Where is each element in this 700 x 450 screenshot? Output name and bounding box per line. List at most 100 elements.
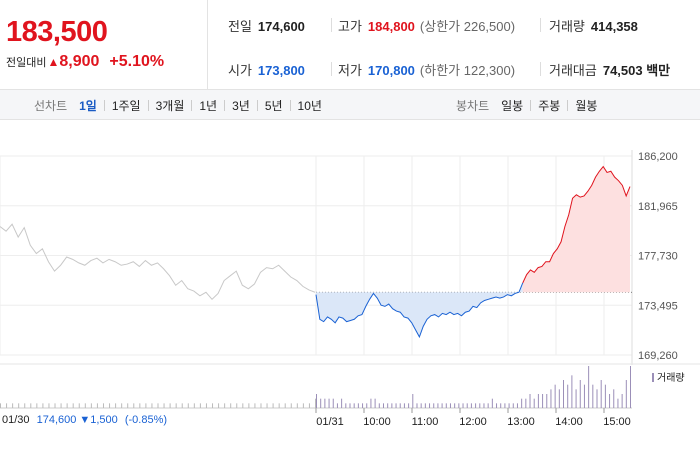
volume-bar — [458, 403, 460, 408]
prev-day-info: 01/30 174,600 ▼1,500 (-0.85%) — [2, 414, 167, 426]
period-3m[interactable]: 3개월 — [155, 98, 185, 113]
volume-bar — [575, 389, 577, 408]
volume-bar — [353, 403, 355, 408]
volume-bar — [508, 403, 510, 408]
volume-bar — [387, 403, 389, 408]
today-line-down — [315, 282, 524, 339]
volume-bar — [579, 380, 581, 408]
volume-bar — [408, 403, 410, 408]
volume-bar — [424, 403, 426, 408]
volume-bar — [395, 403, 397, 408]
volume-bar — [315, 398, 316, 408]
volume-bar — [475, 403, 477, 408]
volume-bar — [341, 398, 343, 408]
price-chart[interactable]: 186,200 181,965 177,730 173,495 169,260 거래량 01… — [0, 120, 700, 450]
volume-bar — [357, 403, 359, 408]
period-1w[interactable]: 1주일 — [111, 98, 141, 113]
x-tick-label: 10:00 — [363, 416, 391, 428]
volume-bar — [36, 403, 38, 408]
volume-bar — [254, 403, 256, 408]
volume-bar — [378, 403, 380, 408]
line-chart-label: 선차트 — [34, 98, 68, 113]
volume-bar — [382, 403, 384, 408]
volume-bar — [248, 403, 250, 408]
volume-bar — [272, 403, 274, 408]
volume-bar — [163, 403, 165, 408]
volume-bar — [630, 366, 631, 408]
volume-bar — [218, 403, 220, 408]
volume-bar — [145, 403, 147, 408]
volume-bar — [466, 403, 468, 408]
volume-bar — [72, 403, 74, 408]
volume-bar — [181, 403, 183, 408]
candle-chart-periods: 봉차트 일봉 주봉 월봉 — [456, 90, 597, 120]
volume-bar — [169, 403, 171, 408]
prev-day-close: 174,600 — [36, 414, 77, 426]
volume-bar — [416, 403, 418, 408]
y-tick-label: 181,965 — [638, 201, 678, 213]
volume-bar — [500, 403, 502, 408]
candle-daily[interactable]: 일봉 — [501, 98, 524, 113]
volume-legend-swatch — [652, 373, 654, 382]
volume-bar — [205, 403, 207, 408]
price-box: 183,500 전일대비 ▲ 8,900 +5.10% — [0, 0, 208, 90]
period-10y[interactable]: 10년 — [297, 98, 322, 113]
volume-bar — [470, 403, 472, 408]
y-tick-label: 169,260 — [638, 350, 678, 362]
period-3y[interactable]: 3년 — [232, 98, 250, 113]
period-5y[interactable]: 5년 — [264, 98, 283, 113]
stat-open: 시가 173,800 — [228, 63, 305, 78]
volume-bar — [563, 380, 565, 408]
x-tick-label: 12:00 — [459, 416, 487, 428]
volume-bar — [84, 403, 86, 408]
volume-bar — [78, 403, 80, 408]
volume-bar — [487, 403, 489, 408]
volume-bar — [212, 403, 214, 408]
volume-bar — [588, 366, 590, 408]
period-1y[interactable]: 1년 — [199, 98, 218, 113]
volume-bar — [529, 394, 531, 408]
volume-bar — [349, 403, 351, 408]
volume-bar — [374, 398, 376, 408]
volume-bar — [336, 403, 338, 408]
volume-bar — [316, 394, 317, 408]
volume-bar — [391, 403, 393, 408]
down-triangle-icon: ▼ — [79, 414, 91, 426]
price-change: 전일대비 ▲ 8,900 +5.10% — [6, 53, 164, 71]
today-line-up — [522, 165, 631, 284]
prev-day-change-pct: (-0.85%) — [124, 414, 168, 426]
volume-bar — [516, 403, 518, 408]
volume-bar — [6, 403, 8, 408]
volume-bar — [571, 375, 573, 408]
volume-bar — [302, 403, 304, 408]
volume-bar — [546, 394, 548, 408]
volume-bar — [90, 403, 92, 408]
up-triangle-icon: ▲ — [47, 55, 60, 69]
volume-bar — [600, 380, 602, 408]
volume-bar — [441, 403, 443, 408]
volume-bar — [609, 394, 611, 408]
candle-chart-label: 봉차트 — [456, 98, 490, 113]
candle-weekly[interactable]: 주봉 — [538, 98, 561, 113]
volume-bar — [370, 398, 372, 408]
volume-bar — [308, 403, 310, 408]
stat-prev-close: 전일 174,600 — [228, 19, 305, 34]
volume-bar — [596, 389, 598, 408]
volume-bar — [583, 384, 585, 408]
volume-bar — [604, 384, 606, 408]
stat-low: 저가 170,800 (하한가 122,300) — [338, 63, 516, 78]
volume-bar — [617, 398, 619, 408]
volume-bar — [30, 403, 32, 408]
volume-bar — [109, 403, 111, 408]
volume-bar — [449, 403, 451, 408]
candle-monthly[interactable]: 월봉 — [575, 98, 598, 113]
volume-bar — [324, 398, 326, 408]
volume-bar — [345, 403, 347, 408]
volume-bar — [175, 403, 177, 408]
volume-bar — [328, 398, 330, 408]
volume-bar — [48, 403, 50, 408]
volume-bar — [199, 403, 201, 408]
period-1d[interactable]: 1일 — [79, 98, 97, 113]
volume-bar — [437, 403, 439, 408]
current-price: 183,500 — [6, 16, 108, 48]
